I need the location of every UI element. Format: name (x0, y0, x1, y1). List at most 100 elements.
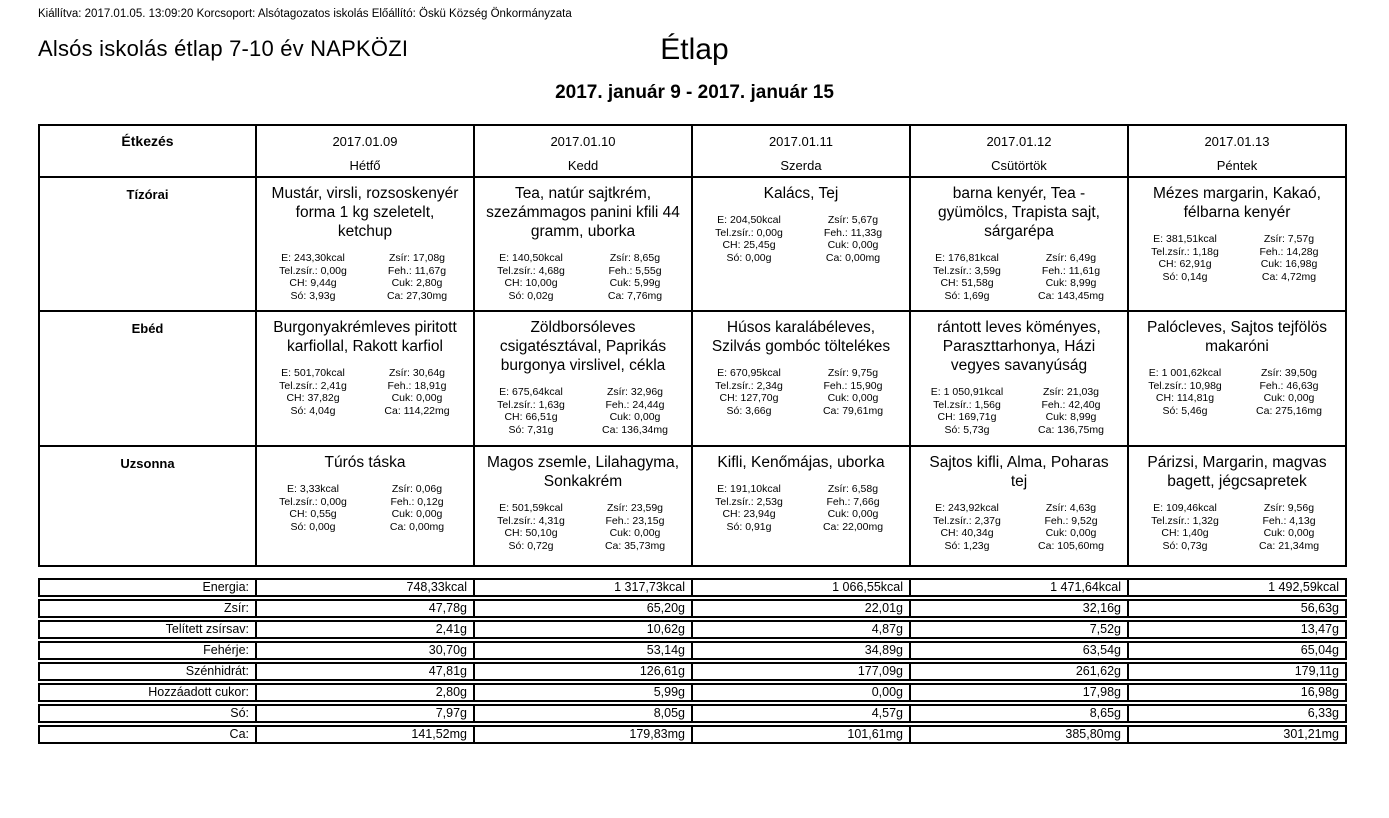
summary-value: 177,09g (691, 662, 911, 681)
summary-value: 179,83mg (473, 725, 693, 744)
nutrition-line: Feh.: 11,67g (387, 264, 447, 277)
nutrition-col-right: Zsír: 6,49g Feh.: 11,61g Cuk: 8,99g Ca: 143… (1019, 252, 1123, 302)
nutrition-line: Só: 5,73g (944, 423, 990, 436)
nutrition-line: Cuk: 0,00g (827, 392, 879, 404)
table-header-row: Étkezés 2017.01.09 Hétfő 2017.01.10 Kedd 2017… (38, 124, 1347, 178)
nutrition-col-right: Zsír: 6,58g Feh.: 7,66g Cuk: 0,00g Ca: 22,0… (801, 483, 905, 533)
nutrition-line: Só: 5,46g (1162, 404, 1208, 417)
summary-row: Ca: 141,52mg 179,83mg 101,61mg 385,80mg 301,2… (38, 725, 1347, 744)
nutrition-line: E: 176,81kcal (935, 252, 999, 264)
nutrition-line: Zsír: 0,06g (391, 483, 443, 495)
menu-item-text: barna kenyér, Tea - gyümölcs, Trapista s… (938, 185, 1100, 240)
meal-row: Tízórai Mustár, virsli, rozsoskenyér form… (38, 176, 1347, 312)
meal-label: Uzsonna (38, 445, 257, 567)
summary-value: 1 317,73kcal (473, 578, 693, 597)
menu-item-text: Zöldborsóleves csigatésztával, Paprikás … (499, 319, 667, 374)
summary-value: 385,80mg (909, 725, 1129, 744)
summary-row: Telített zsírsav: 2,41g 10,62g 4,87g 7,52g 13… (38, 620, 1347, 639)
menu-cell: Kifli, Kenőmájas, uborka E: 191,10kcal Tel… (691, 445, 911, 567)
nutrition-line: Cuk: 2,80g (391, 277, 443, 289)
nutrition-line: Cuk: 0,00g (609, 527, 661, 539)
nutrition-line: Zsír: 8,65g (609, 252, 661, 264)
menu-item-text: Túrós táska (324, 454, 406, 471)
nutrition-line: Zsír: 4,63g (1045, 502, 1097, 514)
day-header-4: 2017.01.12 Csütörtök (909, 124, 1129, 178)
menu-item-text: rántott leves köményes, Paraszttarhonya,… (937, 319, 1101, 374)
nutrition-block: E: 1 050,91kcal Tel.zsír.: 1,56g CH: 169,7… (915, 386, 1123, 436)
nutrition-col-right: Zsír: 32,96g Feh.: 24,44g Cuk: 0,00g Ca: 13… (583, 386, 687, 436)
nutrition-line: CH: 50,10g (504, 527, 558, 539)
nutrition-col-right: Zsír: 5,67g Feh.: 11,33g Cuk: 0,00g Ca: 0,0… (801, 214, 905, 264)
summary-value: 301,21mg (1127, 725, 1347, 744)
summary-row-inner: Szénhidrát: 47,81g 126,61g 177,09g 261,62g 17… (38, 662, 1347, 681)
summary-value: 7,97g (255, 704, 475, 723)
summary-row: Energia: 748,33kcal 1 317,73kcal 1 066,55kc… (38, 578, 1347, 597)
summary-label: Só: (38, 704, 257, 723)
nutrition-col-left: E: 191,10kcal Tel.zsír.: 2,53g CH: 23,94g S… (697, 483, 801, 533)
nutrition-line: Só: 0,14g (1162, 270, 1208, 283)
nutrition-block: E: 1 001,62kcal Tel.zsír.: 10,98g CH: 114,… (1133, 367, 1341, 417)
nutrition-line: Ca: 35,73mg (604, 539, 666, 552)
day-date: 2017.01.09 (332, 134, 398, 149)
nutrition-line: Ca: 105,60mg (1038, 539, 1104, 552)
nutrition-line: Feh.: 18,91g (387, 379, 447, 392)
nutrition-line: E: 501,59kcal (499, 502, 563, 514)
nutrition-line: Cuk: 5,99g (609, 277, 661, 289)
summary-value: 126,61g (473, 662, 693, 681)
nutrition-line: Tel.zsír.: 0,00g (715, 226, 783, 239)
summary-value: 32,16g (909, 599, 1129, 618)
day-date: 2017.01.10 (550, 134, 616, 149)
summary-value: 141,52mg (255, 725, 475, 744)
nutrition-col-right: Zsír: 21,03g Feh.: 42,40g Cuk: 8,99g Ca: 13… (1019, 386, 1123, 436)
summary-value: 10,62g (473, 620, 693, 639)
nutrition-line: Tel.zsír.: 4,68g (497, 264, 565, 277)
nutrition-col-left: E: 670,95kcal Tel.zsír.: 2,34g CH: 127,70g… (697, 367, 801, 417)
nutrition-line: Zsír: 9,56g (1263, 502, 1315, 514)
day-header-3: 2017.01.11 Szerda (691, 124, 911, 178)
summary-value: 748,33kcal (255, 578, 475, 597)
nutrition-line: CH: 0,55g (289, 508, 337, 520)
nutrition-line: Só: 1,23g (944, 539, 990, 552)
nutrition-line: Ca: 21,34mg (1258, 539, 1320, 552)
day-name: Kedd (567, 158, 599, 173)
day-name: Hétfő (349, 158, 381, 173)
menu-cell: Sajtos kifli, Alma, Poharas tej E: 243,92… (909, 445, 1129, 567)
nutrition-line: Zsír: 39,50g (1260, 367, 1318, 379)
summary-row-inner: Só: 7,97g 8,05g 4,57g 8,65g 6,33g (38, 704, 1347, 723)
menu-cell: rántott leves köményes, Paraszttarhonya,… (909, 310, 1129, 447)
summary-value: 8,05g (473, 704, 693, 723)
summary-row: Fehérje: 30,70g 53,14g 34,89g 63,54g 65,04g (38, 641, 1347, 660)
menu-item-text: Mézes margarin, Kakaó, félbarna kenyér (1153, 185, 1321, 221)
menu-cell: Tea, natúr sajtkrém, szezámmagos panini … (473, 176, 693, 312)
nutrition-line: Cuk: 0,00g (827, 239, 879, 251)
summary-row: Szénhidrát: 47,81g 126,61g 177,09g 261,62g 17… (38, 662, 1347, 681)
summary-value: 4,87g (691, 620, 911, 639)
nutrition-line: Só: 0,73g (1162, 539, 1208, 552)
nutrition-col-left: E: 381,51kcal Tel.zsír.: 1,18g CH: 62,91g S… (1133, 233, 1237, 283)
nutrition-line: Cuk: 16,98g (1260, 258, 1318, 270)
nutrition-line: Zsír: 9,75g (827, 367, 879, 379)
nutrition-line: Zsír: 6,58g (827, 483, 879, 495)
summary-value: 53,14g (473, 641, 693, 660)
summary-row: Zsír: 47,78g 65,20g 22,01g 32,16g 56,63g (38, 599, 1347, 618)
menu-item-text: Tea, natúr sajtkrém, szezámmagos panini … (486, 185, 680, 240)
nutrition-line: CH: 10,00g (504, 277, 558, 289)
nutrition-line: Só: 4,04g (290, 404, 336, 417)
nutrition-line: Ca: 22,00mg (822, 520, 884, 533)
nutrition-line: Feh.: 42,40g (1041, 398, 1101, 411)
day-header-1: 2017.01.09 Hétfő (255, 124, 475, 178)
nutrition-col-right: Zsír: 0,06g Feh.: 0,12g Cuk: 0,00g Ca: 0,00… (365, 483, 469, 533)
meal-label: Tízórai (38, 176, 257, 312)
nutrition-block: E: 204,50kcal Tel.zsír.: 0,00g CH: 25,45g S… (697, 214, 905, 264)
summary-value: 1 066,55kcal (691, 578, 911, 597)
nutrition-block: E: 140,50kcal Tel.zsír.: 4,68g CH: 10,00g S… (479, 252, 687, 302)
nutrition-line: Cuk: 0,00g (609, 411, 661, 423)
summary-value: 4,57g (691, 704, 911, 723)
corner-label: Étkezés (38, 124, 257, 178)
nutrition-col-right: Zsír: 39,50g Feh.: 46,63g Cuk: 0,00g Ca: 27… (1237, 367, 1341, 417)
nutrition-line: Feh.: 11,61g (1041, 264, 1101, 277)
summary-row-inner: Zsír: 47,78g 65,20g 22,01g 32,16g 56,63g (38, 599, 1347, 618)
nutrition-line: Tel.zsír.: 1,18g (1151, 245, 1219, 258)
summary-row-inner: Fehérje: 30,70g 53,14g 34,89g 63,54g 65,04g (38, 641, 1347, 660)
nutrition-line: Ca: 143,45mg (1038, 289, 1104, 302)
